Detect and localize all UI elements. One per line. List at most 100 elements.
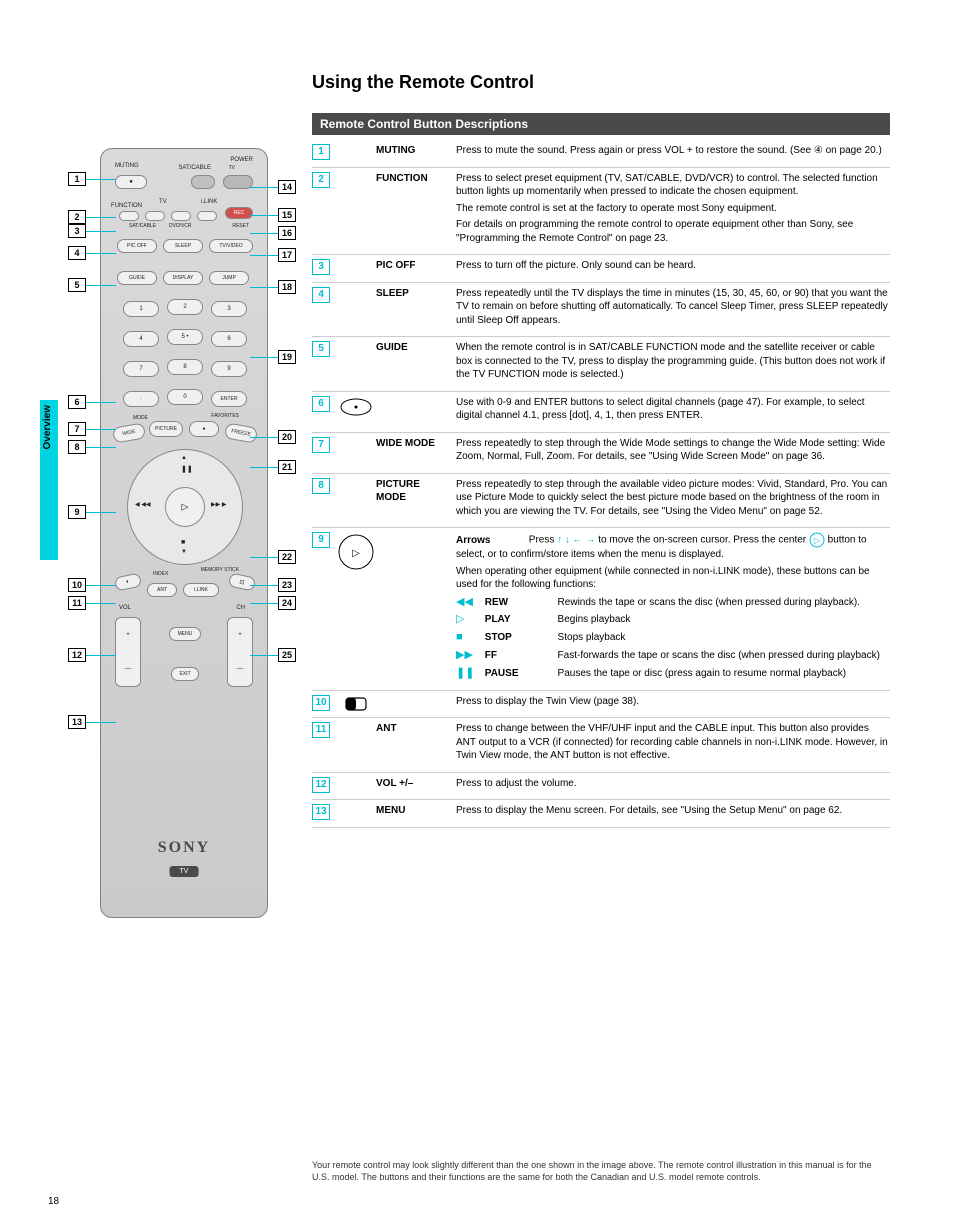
key-8: 8 (167, 359, 203, 375)
desc-text: Use with 0-9 and ENTER buttons to select… (456, 396, 890, 426)
desc-num: 11 (312, 722, 330, 738)
vol-label: VOL (119, 605, 131, 611)
desc-row-10: 10Press to display the Twin View (page 3… (312, 691, 890, 719)
desc-icon (336, 777, 376, 779)
desc-row-1: 1MUTINGPress to mute the sound. Press ag… (312, 140, 890, 168)
description-table: 1MUTINGPress to mute the sound. Press ag… (312, 140, 890, 828)
display-btn: DISPLAY (163, 271, 203, 285)
desc-num: 13 (312, 804, 330, 820)
callout-9: 9 (68, 505, 86, 519)
desc-label: GUIDE (376, 341, 456, 354)
key-5: 5 • (167, 329, 203, 345)
desc-text: When the remote control is in SAT/CABLE … (456, 341, 890, 385)
callout-16: 16 (278, 226, 296, 240)
remote-logo: SONY (101, 839, 267, 857)
ms-btn: ⊡ (228, 572, 256, 591)
desc-icon (336, 437, 376, 439)
ch-rocker: +— (227, 617, 253, 687)
desc-row-13: 13MENUPress to display the Menu screen. … (312, 800, 890, 828)
footnote: Your remote control may look slightly di… (312, 1160, 890, 1183)
desc-row-7: 7WIDE MODEPress repeatedly to step throu… (312, 433, 890, 474)
callout-15: 15 (278, 208, 296, 222)
sleep-btn: SLEEP (163, 239, 203, 253)
muting-label: MUTING (115, 163, 139, 169)
satcable2: SAT/CABLE (129, 223, 156, 229)
desc-text: Press to adjust the volume. (456, 777, 890, 794)
callout-14: 14 (278, 180, 296, 194)
desc-num: 2 (312, 172, 330, 188)
callout-13: 13 (68, 715, 86, 729)
fn4 (197, 211, 217, 221)
callout-3: 3 (68, 224, 86, 238)
key-4: 4 (123, 331, 159, 347)
key-dot: · (123, 391, 159, 407)
desc-label: SLEEP (376, 287, 456, 300)
callout-12: 12 (68, 648, 86, 662)
desc-icon (336, 287, 376, 289)
desc-icon (336, 259, 376, 261)
satcable-label: SAT/CABLE (178, 165, 211, 171)
picoff-btn: PIC OFF (117, 239, 157, 253)
callout-19: 19 (278, 350, 296, 364)
twin-btn: ◐ (114, 572, 142, 591)
callout-2: 2 (68, 210, 86, 224)
desc-num: 4 (312, 287, 330, 303)
desc-label: ANT (376, 722, 456, 735)
desc-icon (336, 396, 376, 416)
desc-row-5: 5 GUIDEWhen the remote control is in SAT/… (312, 337, 890, 392)
callout-11: 11 (68, 596, 86, 610)
desc-text: Press to select preset equipment (TV, SA… (456, 172, 890, 249)
callout-8: 8 (68, 440, 86, 454)
callout-5: 5 (68, 278, 86, 292)
fn3 (171, 211, 191, 221)
index-label: INDEX (153, 571, 168, 577)
desc-num: 12 (312, 777, 330, 793)
memstick-label: MEMORY STICK (201, 567, 239, 573)
desc-num: 5 (312, 341, 330, 357)
desc-label: VOL +/– (376, 777, 456, 790)
dpad-center: ▷ (165, 487, 205, 527)
desc-text: Press repeatedly to step through the ava… (456, 478, 890, 522)
callout-25: 25 (278, 648, 296, 662)
key-7: 7 (123, 361, 159, 377)
power-label: POWER (230, 157, 253, 163)
guide-btn: GUIDE (117, 271, 157, 285)
desc-text: Press to display the Menu screen. For de… (456, 804, 890, 821)
key-9: 9 (211, 361, 247, 377)
key-2: 2 (167, 299, 203, 315)
desc-text: Press to turn off the picture. Only soun… (456, 259, 890, 276)
desc-icon (336, 478, 376, 480)
ch-label: CH (236, 605, 245, 611)
desc-num: 8 (312, 478, 330, 494)
callout-24: 24 (278, 596, 296, 610)
desc-text: Arrows Press ↑ ↓ ← → to move the on-scre… (456, 532, 890, 684)
desc-icon (336, 172, 376, 174)
callout-1: 1 (68, 172, 86, 186)
tv-small-label: TV (229, 165, 235, 171)
desc-row-11: 11 ANTPress to change between the VHF/UHF… (312, 718, 890, 773)
remote-tv-badge: TV (170, 866, 199, 877)
enter-btn: ENTER (211, 391, 247, 407)
desc-icon (336, 804, 376, 806)
ilink-label: i.LINK (201, 199, 217, 205)
desc-num: 9 (312, 532, 330, 548)
desc-num: 3 (312, 259, 330, 275)
desc-row-12: 12 VOL +/–Press to adjust the volume. (312, 773, 890, 801)
vol-rocker: +— (115, 617, 141, 687)
callout-18: 18 (278, 280, 296, 294)
tv-fn-label: TV (159, 199, 167, 205)
rec-btn: REC (225, 207, 253, 219)
tvvideo-btn: TV/VIDEO (209, 239, 253, 253)
fn1 (119, 211, 139, 221)
desc-text: Press to change between the VHF/UHF inpu… (456, 722, 890, 766)
callout-6: 6 (68, 395, 86, 409)
desc-label: MUTING (376, 144, 456, 157)
key-3: 3 (211, 301, 247, 317)
svg-text:▷: ▷ (352, 548, 360, 559)
callout-7: 7 (68, 422, 86, 436)
desc-row-9: 9 ▷ Arrows Press ↑ ↓ ← → to move the on-sc… (312, 528, 890, 691)
desc-label: PIC OFF (376, 259, 456, 272)
page-number: 18 (48, 1196, 59, 1207)
desc-num: 10 (312, 695, 330, 711)
desc-text: Press repeatedly to step through the Wid… (456, 437, 890, 467)
